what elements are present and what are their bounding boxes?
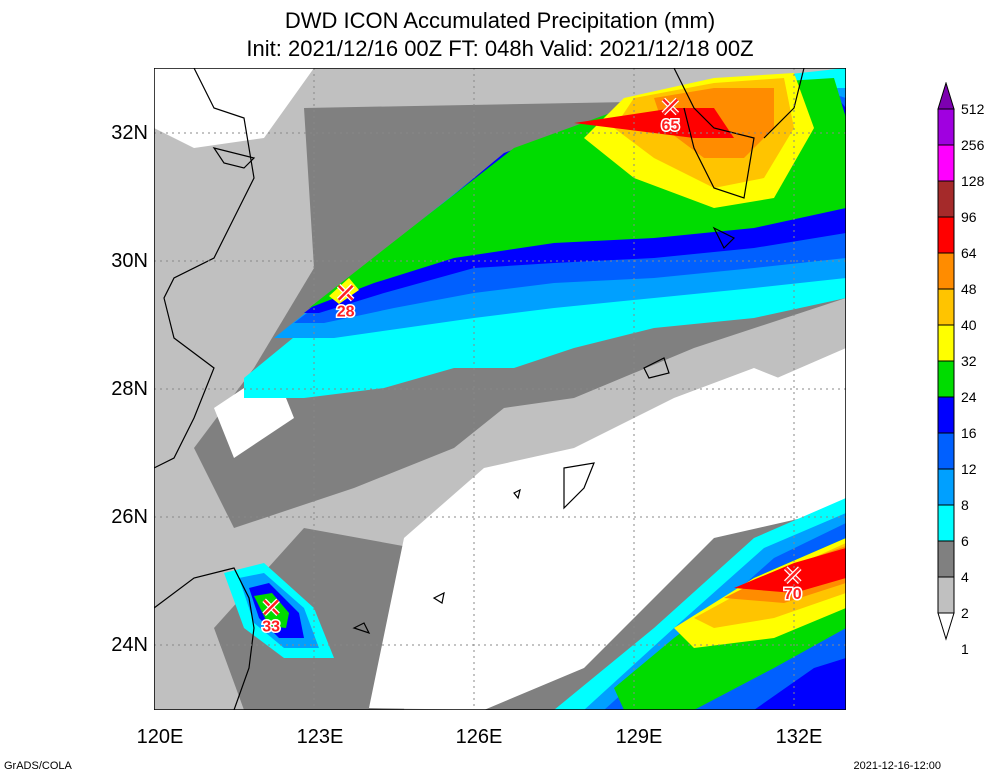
colorbar-label: 4: [961, 569, 969, 585]
colorbar-label: 2: [961, 605, 969, 621]
north-rain-band: [244, 68, 846, 398]
precipitation-map: 28 65 33 70: [154, 68, 846, 710]
colorbar-label: 256: [961, 137, 985, 153]
colorbar-box: [937, 540, 955, 578]
lat-label-26n: 26N: [111, 506, 148, 528]
max-marker: 28: [335, 283, 356, 322]
max-value-label: 70: [784, 586, 802, 603]
max-value-label: 65: [661, 118, 679, 135]
colorbar-label: 48: [961, 281, 977, 297]
lon-label-123e: 123E: [296, 726, 344, 748]
colorbar-label: 128: [961, 173, 985, 189]
colorbar-label: 64: [961, 245, 977, 261]
colorbar: [937, 82, 955, 641]
lat-label-28n: 28N: [111, 378, 148, 400]
colorbar-top-triangle: [937, 82, 955, 110]
colorbar-bottom-triangle: [937, 612, 955, 641]
colorbar-box: [937, 576, 955, 614]
colorbar-box: [937, 180, 955, 218]
map-gridlines: [154, 68, 846, 710]
footer-timestamp: 2021-12-16-12:00: [853, 760, 941, 772]
colorbar-box: [937, 468, 955, 506]
colorbar-box: [937, 396, 955, 434]
colorbar-label: 24: [961, 389, 977, 405]
footer-software-credit: GrADS/COLA: [4, 760, 72, 772]
max-value-label: 33: [262, 618, 280, 635]
max-value-label: 28: [337, 304, 355, 321]
colorbar-box: [937, 324, 955, 362]
colorbar-box: [937, 288, 955, 326]
colorbar-box: [937, 108, 955, 146]
lon-label-129e: 129E: [615, 726, 663, 748]
colorbar-label: 12: [961, 461, 977, 477]
colorbar-label: 16: [961, 425, 977, 441]
colorbar-box: [937, 216, 955, 254]
lat-label-32n: 32N: [111, 122, 148, 144]
coastlines: [154, 68, 805, 710]
colorbar-box: [937, 252, 955, 290]
colorbar-box: [937, 504, 955, 542]
colorbar-box: [937, 144, 955, 182]
maxima-markers: 28 65 33 70: [261, 97, 803, 637]
colorbar-label: 8: [961, 497, 969, 513]
colorbar-label: 6: [961, 533, 969, 549]
map-subtitle: Init: 2021/12/16 00Z FT: 048h Valid: 202…: [246, 36, 754, 61]
colorbar-label: 1: [961, 641, 969, 657]
colorbar-label: 96: [961, 209, 977, 225]
max-marker: 33: [261, 598, 282, 637]
lon-label-132e: 132E: [775, 726, 823, 748]
colorbar-label: 512: [961, 101, 985, 117]
lat-label-24n: 24N: [111, 634, 148, 656]
lat-label-30n: 30N: [111, 250, 148, 272]
lon-label-120e: 120E: [136, 726, 184, 748]
colorbar-box: [937, 360, 955, 398]
max-marker: 65: [660, 97, 681, 136]
colorbar-label: 40: [961, 317, 977, 333]
lon-label-126e: 126E: [455, 726, 503, 748]
max-marker: 70: [782, 566, 803, 605]
colorbar-box: [937, 432, 955, 470]
colorbar-label: 32: [961, 353, 977, 369]
map-title: DWD ICON Accumulated Precipitation (mm): [284, 8, 716, 33]
